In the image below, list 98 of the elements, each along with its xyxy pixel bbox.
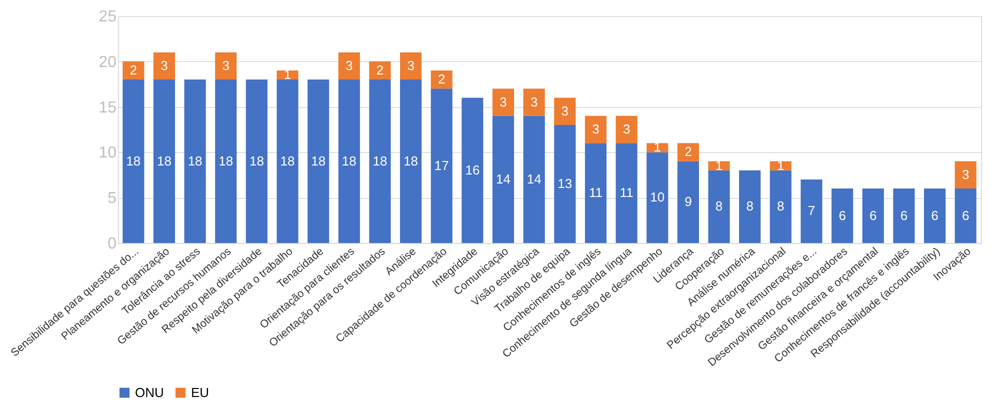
bar <box>770 170 792 243</box>
bar <box>954 188 976 243</box>
data-label: 10 <box>650 190 665 205</box>
data-label: 2 <box>438 72 446 87</box>
data-label: 18 <box>188 153 202 168</box>
bar <box>369 80 391 243</box>
bar <box>677 143 699 162</box>
bar <box>739 170 761 243</box>
data-label: 18 <box>218 153 234 168</box>
y-tick-label: 25 <box>98 8 117 26</box>
data-label: 14 <box>496 171 510 186</box>
bar <box>153 80 176 243</box>
bar <box>430 88 452 243</box>
data-label: 3 <box>407 58 414 73</box>
data-label: 2 <box>684 144 692 160</box>
data-label: 1 <box>654 140 661 155</box>
data-label: 3 <box>592 122 600 136</box>
data-label: 3 <box>622 122 630 136</box>
bar <box>338 80 360 243</box>
bar <box>954 161 976 189</box>
bar <box>646 152 668 243</box>
data-label: 3 <box>500 94 507 110</box>
data-label: 18 <box>404 153 418 168</box>
data-label: 18 <box>249 153 264 168</box>
data-label: 13 <box>558 176 572 191</box>
bar <box>584 116 607 144</box>
data-label: 17 <box>434 158 449 173</box>
bar <box>832 188 854 243</box>
data-label: 6 <box>870 208 877 223</box>
data-label: 6 <box>838 208 846 223</box>
data-label: 1 <box>715 158 723 173</box>
data-label: 6 <box>931 208 938 223</box>
bar <box>584 143 607 243</box>
data-label: 14 <box>526 171 542 186</box>
data-label: 3 <box>561 103 569 118</box>
data-label: 18 <box>280 153 295 168</box>
data-label: 3 <box>346 58 353 73</box>
y-tick-label: 5 <box>108 190 117 208</box>
bar <box>523 88 545 116</box>
bar <box>400 80 422 243</box>
data-label: 2 <box>130 62 138 78</box>
legend-label: ONU <box>135 384 164 400</box>
data-label: 11 <box>620 185 634 200</box>
bar <box>276 70 298 80</box>
bar <box>554 98 576 125</box>
y-tick-label: 15 <box>98 99 117 116</box>
bar <box>492 88 514 116</box>
bar <box>616 116 638 144</box>
bar <box>616 143 638 243</box>
bar <box>122 80 144 243</box>
data-label: 8 <box>715 198 723 214</box>
data-label: 8 <box>777 198 784 214</box>
legend-label: EU <box>191 384 210 400</box>
data-label: 6 <box>900 208 908 223</box>
bar <box>862 188 884 243</box>
data-label: 9 <box>684 194 692 210</box>
data-label: 6 <box>962 208 970 223</box>
data-label: 3 <box>160 58 168 73</box>
data-label: 3 <box>962 166 970 182</box>
data-label: 7 <box>808 203 816 218</box>
bar <box>430 70 452 89</box>
bar <box>308 80 330 243</box>
bar <box>400 52 422 80</box>
bar <box>708 161 730 170</box>
bar <box>554 124 576 243</box>
bar <box>523 116 545 243</box>
y-tick-label: 0 <box>108 236 117 252</box>
data-label: 18 <box>157 153 172 168</box>
bar <box>708 170 730 243</box>
data-label: 18 <box>372 153 388 168</box>
bar <box>369 61 391 80</box>
bar <box>800 179 822 243</box>
data-label: 2 <box>376 62 384 78</box>
data-label: 8 <box>746 198 754 214</box>
y-tick-label: 10 <box>98 144 117 162</box>
bar <box>462 98 484 243</box>
bar <box>215 80 237 243</box>
y-tick-label: 20 <box>98 54 117 71</box>
data-label: 1 <box>284 67 292 82</box>
bar <box>677 161 699 243</box>
data-label: 16 <box>465 162 480 178</box>
bar <box>893 188 915 243</box>
data-label: 3 <box>222 58 230 73</box>
data-label: 18 <box>342 153 356 168</box>
bar <box>338 52 360 80</box>
data-label: 11 <box>588 185 602 200</box>
data-label: 3 <box>530 94 538 110</box>
bar <box>215 52 237 80</box>
data-label: 18 <box>311 153 326 168</box>
bar <box>924 188 946 243</box>
data-label: 18 <box>126 153 141 168</box>
bar <box>276 80 298 243</box>
bar <box>492 116 514 243</box>
data-label: 1 <box>777 158 784 173</box>
bar <box>184 80 206 243</box>
bar <box>246 80 268 243</box>
bar <box>153 52 176 80</box>
bar <box>122 61 144 80</box>
